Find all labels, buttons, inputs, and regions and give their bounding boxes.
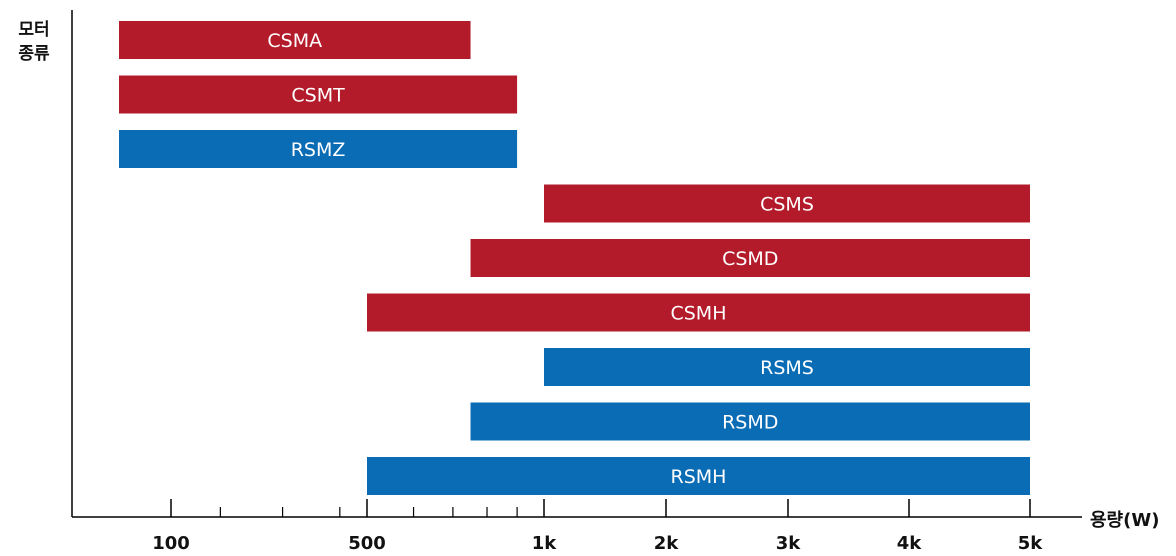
x-axis-title: 용량(W): [1090, 506, 1159, 532]
tick-label-1k: 1k: [532, 533, 558, 554]
bar-label-csmh: CSMH: [670, 303, 726, 325]
tick-label-500: 500: [348, 533, 386, 554]
tick-label-3k: 3k: [776, 533, 802, 554]
bar-label-csmt: CSMT: [291, 85, 345, 107]
bar-group: CSMA CSMT RSMZ CSMS CSMD CSMH RSMS RSMD RSMH: [119, 21, 1030, 495]
bar-label-rsms: RSMS: [760, 357, 814, 379]
tick-label-2k: 2k: [654, 533, 680, 554]
bar-label-csmd: CSMD: [722, 248, 778, 270]
tick-label-4k: 4k: [897, 533, 923, 554]
bar-label-csma: CSMA: [267, 30, 322, 52]
tick-label-100: 100: [152, 533, 190, 554]
bar-label-csms: CSMS: [760, 194, 814, 216]
bar-label-rsmd: RSMD: [722, 412, 778, 434]
bar-label-rsmz: RSMZ: [291, 139, 346, 161]
bar-label-rsmh: RSMH: [671, 466, 727, 488]
tick-label-5k: 5k: [1018, 533, 1044, 554]
